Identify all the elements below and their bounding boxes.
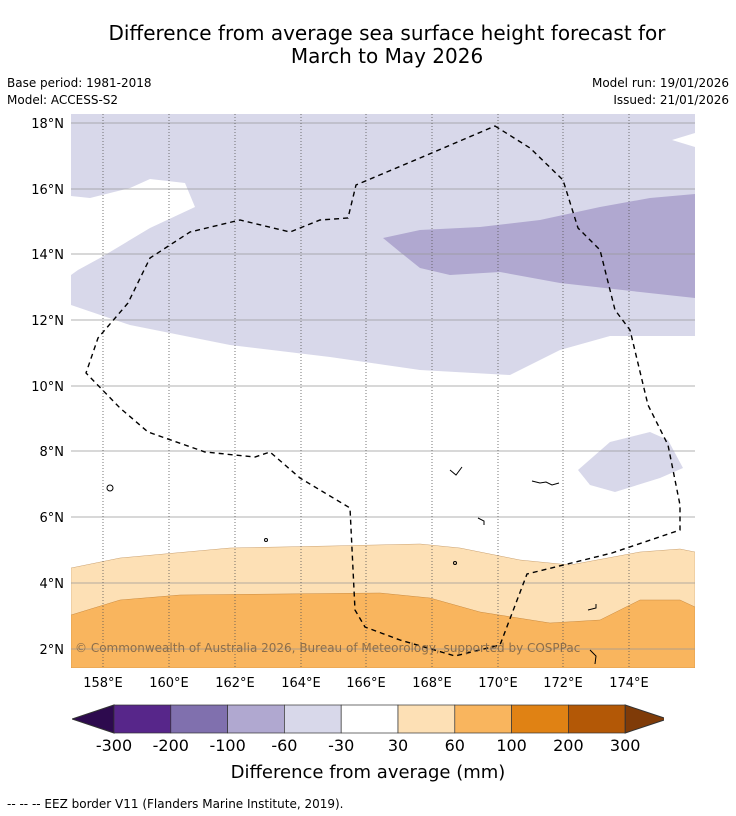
- longitude-labels: 158°E 160°E 162°E 164°E 166°E 168°E 170°…: [83, 676, 649, 691]
- colorbar-label: Difference from average (mm): [230, 762, 506, 783]
- lon-label: 174°E: [609, 676, 649, 691]
- lon-label: 160°E: [149, 676, 189, 691]
- region-minus-60-100: [383, 194, 695, 298]
- colorbar-tick: 30: [387, 736, 409, 755]
- colorbar-tick: 60: [444, 736, 465, 755]
- colorbar-arrow-high: [624, 704, 664, 734]
- lat-label: 4°N: [40, 577, 65, 592]
- colorbar-tick: -30: [328, 736, 355, 755]
- title-line-1: Difference from average sea surface heig…: [108, 21, 666, 45]
- region-minus-30-60: [71, 114, 695, 375]
- title-line-2: March to May 2026: [290, 44, 484, 68]
- colorbar-tick: -200: [152, 736, 189, 755]
- colorbar-swatch: [284, 704, 342, 734]
- lon-label: 162°E: [215, 676, 255, 691]
- copyright-notice: © Commonwealth of Australia 2026, Bureau…: [75, 641, 581, 655]
- colorbar-arrow-low: [72, 704, 115, 734]
- colorbar-swatch: [340, 704, 399, 734]
- colorbar-swatch: [170, 704, 228, 734]
- lat-label: 18°N: [31, 117, 64, 132]
- lon-label: 164°E: [281, 676, 321, 691]
- colorbar-swatch: [227, 704, 285, 734]
- lon-label: 158°E: [83, 676, 123, 691]
- colorbar-swatch: [454, 704, 512, 734]
- lon-label: 172°E: [543, 676, 583, 691]
- colorbar-tick: -100: [209, 736, 246, 755]
- longitude-gridlines: [102, 114, 630, 668]
- colorbar-swatch: [568, 704, 626, 734]
- model-name: Model: ACCESS-S2: [7, 93, 119, 107]
- lat-label: 16°N: [31, 183, 64, 198]
- colorbar: [72, 704, 664, 734]
- model-run: Model run: 19/01/2026: [591, 76, 729, 90]
- lat-label: 10°N: [31, 380, 64, 395]
- lat-label: 2°N: [40, 643, 65, 658]
- map-title: Difference from average sea surface heig…: [0, 22, 736, 68]
- colorbar-tick: 300: [609, 736, 641, 755]
- colorbar-swatch: [113, 704, 172, 734]
- colorbar-tick: -60: [271, 736, 298, 755]
- colorbar-tick: -300: [95, 736, 133, 755]
- lat-label: 12°N: [31, 314, 64, 329]
- colorbar-tick: 100: [496, 736, 527, 755]
- colorbar-tick: 200: [553, 736, 584, 755]
- lon-label: 170°E: [478, 676, 518, 691]
- latitude-gridlines: [71, 122, 695, 650]
- latitude-labels: 18°N 16°N 14°N 12°N 10°N 8°N 6°N 4°N 2°N: [31, 117, 64, 658]
- eez-border: [85, 125, 681, 657]
- sea-level-map: 18°N 16°N 14°N 12°N 10°N 8°N 6°N 4°N 2°N…: [31, 114, 695, 691]
- issued-date: Issued: 21/01/2026: [613, 93, 729, 107]
- lon-label: 168°E: [412, 676, 452, 691]
- colorbar-swatch: [397, 704, 456, 734]
- region-white-nw: [71, 179, 195, 275]
- colorbar-swatch: [511, 704, 569, 734]
- lat-label: 8°N: [40, 445, 65, 460]
- eez-legend: -- -- -- EEZ border V11 (Flanders Marine…: [7, 797, 344, 811]
- base-period: Base period: 1981-2018: [7, 76, 152, 90]
- lon-label: 166°E: [346, 676, 386, 691]
- lat-label: 14°N: [31, 248, 64, 263]
- islands: [106, 466, 597, 665]
- lat-label: 6°N: [40, 511, 65, 526]
- region-minus-30-60-east: [578, 432, 683, 492]
